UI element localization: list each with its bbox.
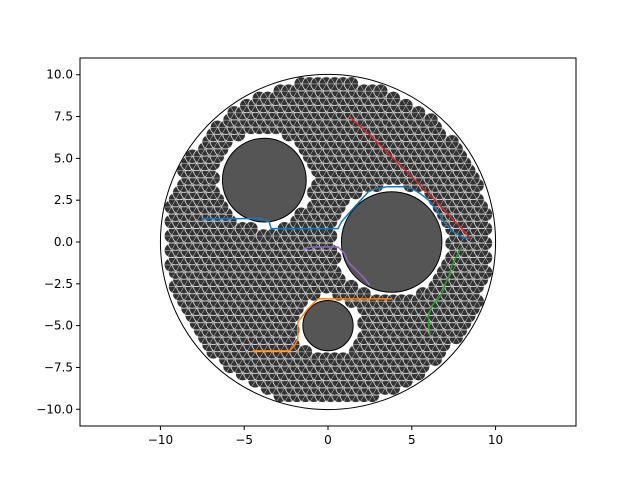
boundary-layer xyxy=(159,73,497,411)
y-tick-label: −5.0 xyxy=(44,319,73,333)
obstacle-circle xyxy=(221,137,307,223)
lattice-cell xyxy=(398,98,414,113)
lattice-cell xyxy=(344,279,359,294)
lattice-cell xyxy=(344,76,359,92)
y-tick-label: 5.0 xyxy=(54,151,73,165)
lattice-cell xyxy=(411,105,426,121)
y-tick-label: 7.5 xyxy=(54,110,73,124)
obstacle-layer xyxy=(221,137,443,352)
lattice-cell xyxy=(243,221,259,237)
lattice-cell xyxy=(444,134,460,150)
series-line xyxy=(427,246,463,336)
series-line xyxy=(201,186,469,240)
lattice-cell xyxy=(386,91,401,106)
series-line xyxy=(302,246,371,286)
series-line xyxy=(349,116,472,240)
y-tick-label: −2.5 xyxy=(44,277,73,291)
x-tick-label: 10 xyxy=(488,433,503,447)
lattice-cell xyxy=(298,344,313,360)
x-axis: −10 −5 0 5 10 xyxy=(148,426,503,447)
y-tick-label: 0.0 xyxy=(54,235,73,249)
series-layer xyxy=(201,116,472,352)
x-tick-label: −5 xyxy=(235,433,253,447)
y-axis: 10.0 7.5 5.0 2.5 0.0 −2.5 −5.0 −7.5 −10.0 xyxy=(36,68,80,416)
boundary-circle xyxy=(159,73,497,411)
plot-area xyxy=(159,73,497,411)
y-tick-label: −7.5 xyxy=(44,360,73,374)
obstacle-circle xyxy=(302,300,354,352)
lattice-cell xyxy=(373,83,389,99)
y-tick-label: −10.0 xyxy=(36,402,73,416)
obstacle-circle xyxy=(340,191,443,293)
lattice-cell xyxy=(423,112,439,128)
x-tick-label: 5 xyxy=(408,433,416,447)
lattice-layer xyxy=(164,76,493,403)
lattice-cell xyxy=(356,286,372,302)
x-tick-label: 0 xyxy=(324,433,332,447)
x-tick-label: −10 xyxy=(148,433,173,447)
y-tick-label: 2.5 xyxy=(54,193,73,207)
series-line xyxy=(252,298,392,352)
y-tick-label: 10.0 xyxy=(46,68,73,82)
